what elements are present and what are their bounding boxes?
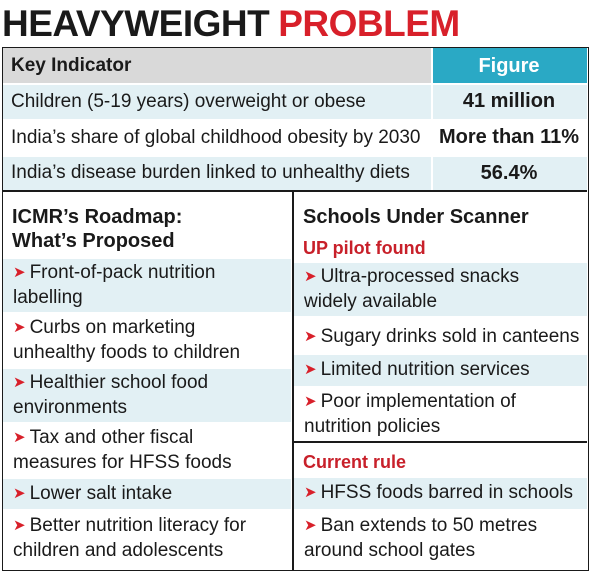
- schools-title: Schools Under Scanner: [303, 206, 529, 228]
- list-item: ➤ Ban extends to 50 metres around school …: [304, 515, 538, 561]
- arrow-icon: ➤: [304, 268, 317, 285]
- roadmap-title: ICMR’s Roadmap: What’s Proposed: [12, 205, 182, 253]
- arrow-icon: ➤: [13, 319, 26, 336]
- section-divider: [292, 441, 587, 443]
- list-item: ➤ Better nutrition literacy for children …: [13, 515, 247, 561]
- list-item: ➤ Sugary drinks sold in canteens: [304, 326, 580, 347]
- headline-part1: HEAVYWEIGHT: [2, 3, 270, 44]
- rule-label: Current rule: [303, 452, 407, 472]
- arrow-icon: ➤: [13, 485, 26, 502]
- row-figure: More than 11%: [438, 126, 580, 148]
- table-row: Children (5-19 years) overweight or obes…: [3, 84, 587, 119]
- arrow-icon: ➤: [13, 264, 26, 281]
- row-indicator: India’s disease burden linked to unhealt…: [3, 156, 431, 190]
- arrow-icon: ➤: [304, 517, 317, 534]
- list-item: ➤ Limited nutrition services: [294, 355, 587, 386]
- roadmap-title-line1: ICMR’s Roadmap:: [12, 206, 183, 228]
- list-item: ➤ Tax and other fiscal measures for HFSS …: [13, 427, 232, 473]
- list-item: ➤ HFSS foods barred in schools: [294, 478, 587, 509]
- headline: HEAVYWEIGHT PROBLEM: [2, 2, 460, 46]
- list-item: ➤ Lower salt intake: [3, 479, 291, 509]
- headline-part2: PROBLEM: [278, 3, 460, 44]
- row-indicator: India’s share of global childhood obesit…: [11, 126, 421, 148]
- header-indicator: Key Indicator: [3, 48, 431, 84]
- section-divider: [3, 190, 587, 192]
- table-header-row: Key Indicator Figure: [3, 48, 587, 84]
- arrow-icon: ➤: [304, 393, 317, 410]
- list-item: ➤ Front-of-pack nutrition labelling: [3, 259, 291, 312]
- roadmap-title-line2: What’s Proposed: [12, 230, 175, 252]
- row-figure: 56.4%: [431, 156, 587, 190]
- list-item: ➤ Healthier school food environments: [3, 369, 291, 422]
- column-divider: [431, 48, 433, 191]
- pilot-label: UP pilot found: [303, 238, 426, 258]
- arrow-icon: ➤: [13, 429, 26, 446]
- row-divider: [3, 155, 587, 157]
- table-row: India’s disease burden linked to unhealt…: [3, 156, 587, 190]
- header-figure: Figure: [431, 48, 587, 84]
- list-item: ➤ Poor implementation of nutrition polici…: [304, 391, 516, 437]
- row-figure: 41 million: [431, 84, 587, 119]
- row-divider: [3, 83, 587, 85]
- arrow-icon: ➤: [304, 484, 317, 501]
- arrow-icon: ➤: [13, 517, 26, 534]
- list-item: ➤ Ultra-processed snacks widely available: [294, 263, 587, 316]
- list-item: ➤ Curbs on marketing unhealthy foods to c…: [13, 317, 241, 363]
- arrow-icon: ➤: [304, 328, 317, 345]
- column-divider: [292, 191, 294, 571]
- table-row: India’s share of global childhood obesit…: [3, 120, 587, 155]
- arrow-icon: ➤: [304, 361, 317, 378]
- infographic-frame: Key Indicator Figure Children (5-19 year…: [2, 47, 589, 571]
- arrow-icon: ➤: [13, 374, 26, 391]
- row-indicator: Children (5-19 years) overweight or obes…: [3, 84, 431, 119]
